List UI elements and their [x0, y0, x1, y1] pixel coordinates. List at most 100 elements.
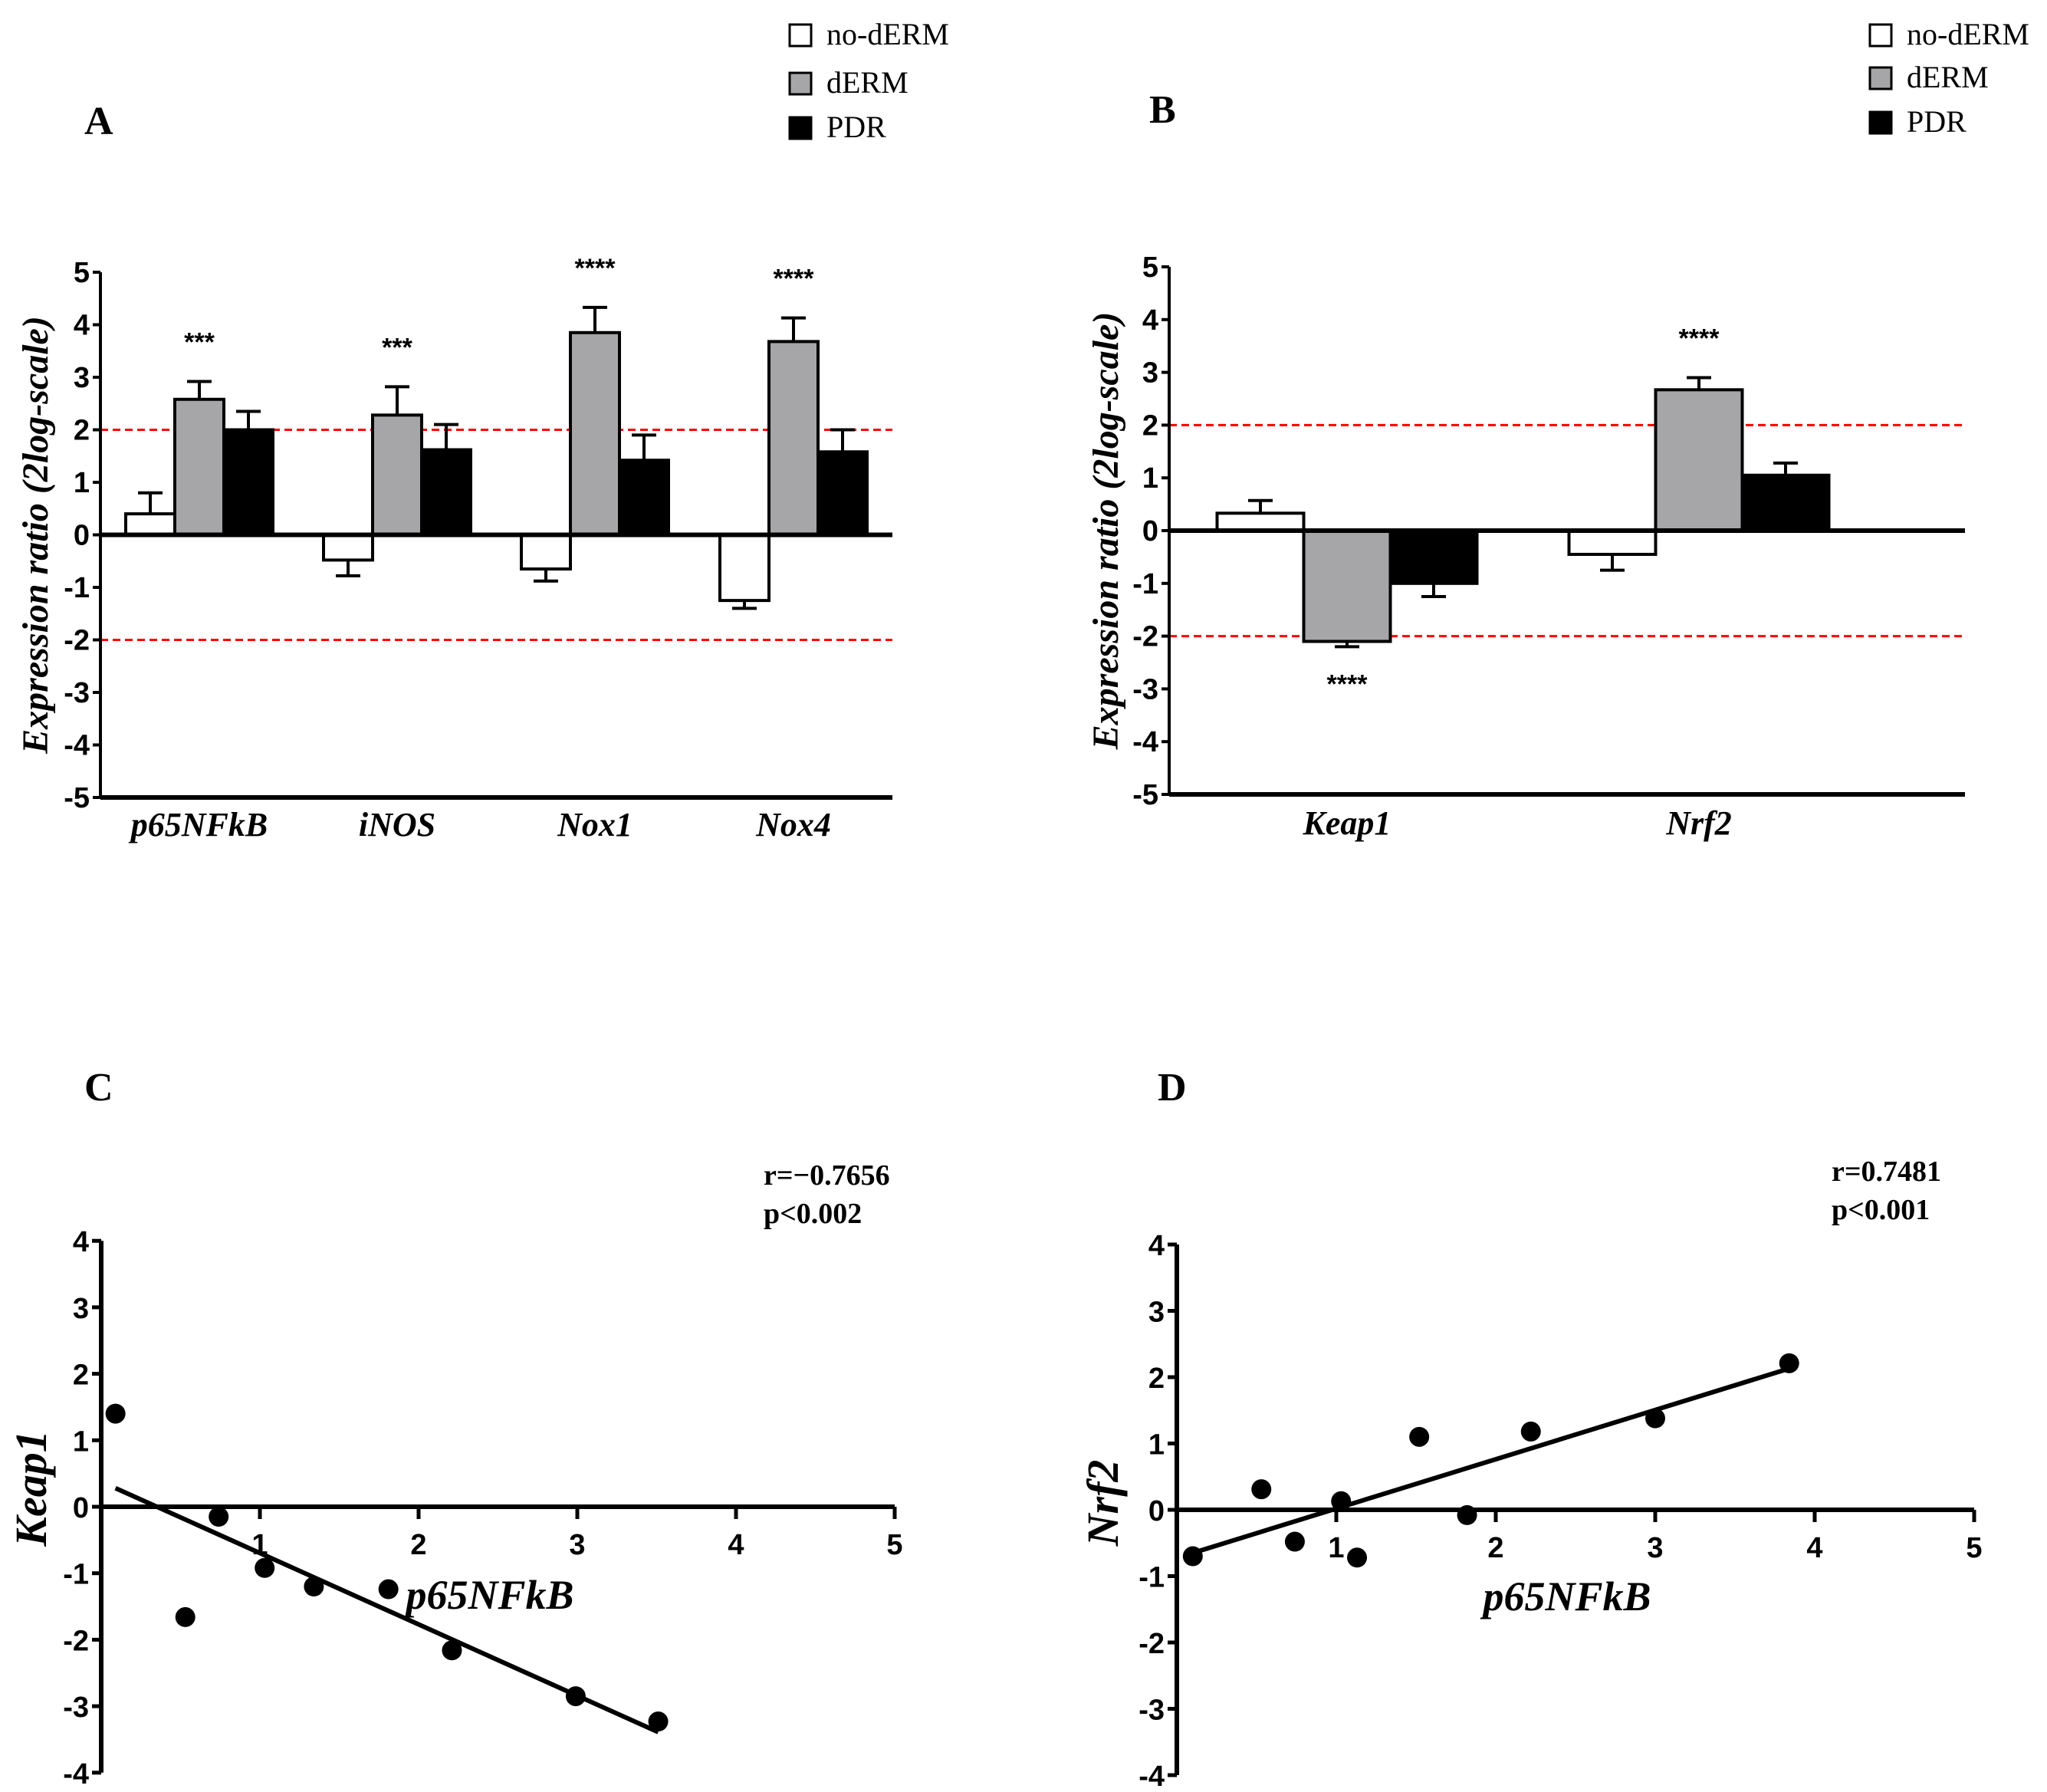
bar-derm-p65nfkb — [173, 397, 225, 537]
y-tick-label: -2 — [1132, 621, 1158, 653]
x-tick-label: 5 — [886, 1529, 902, 1561]
correlation-stat: p<0.002 — [764, 1198, 862, 1230]
x-axis-title: p65NFkB — [402, 1572, 573, 1618]
legend-swatch — [788, 23, 813, 48]
bar-pdr-nox1 — [618, 459, 670, 537]
y-axis-title: Expression ratio (2log-scale) — [15, 316, 56, 755]
bar-no-derm-inos — [322, 533, 374, 562]
legend-swatch — [788, 116, 813, 140]
y-tick-label: 5 — [74, 257, 90, 289]
data-point — [1284, 1531, 1305, 1552]
data-point — [105, 1403, 126, 1424]
data-point — [1457, 1504, 1477, 1525]
panel-letter: C — [84, 1066, 113, 1110]
panel-d-scatter-plot: Dr=0.7481 p<0.001 4 3 2 1 0 -1 -2 -3 -4 1 2 3 4 5 p65NFk… — [1078, 1066, 1983, 1792]
bar-no-derm-keap1 — [1215, 511, 1306, 533]
y-tick-label: 1 — [1148, 1429, 1165, 1462]
y-tick-label: 5 — [1142, 252, 1158, 284]
legend-label: dERM — [1907, 60, 1989, 94]
y-tick-label: -5 — [1132, 779, 1158, 811]
y-tick-label: -1 — [64, 572, 90, 604]
bar-no-derm-nrf2 — [1567, 529, 1658, 556]
significance-marker: **** — [774, 265, 815, 294]
y-tick-label: 1 — [73, 1425, 89, 1458]
y-tick-label: 2 — [1142, 409, 1158, 442]
x-tick-label: 4 — [1806, 1532, 1822, 1564]
data-point — [565, 1686, 586, 1707]
significance-marker: **** — [1679, 324, 1720, 353]
y-tick-label: 0 — [1142, 515, 1158, 547]
legend-swatch — [1868, 110, 1893, 135]
data-point — [1409, 1426, 1430, 1447]
y-axis-title: Expression ratio (2log-scale) — [1086, 312, 1126, 751]
x-tick-label: 3 — [1647, 1532, 1663, 1564]
bar-derm-nrf2 — [1654, 388, 1744, 532]
y-tick-label: 1 — [1142, 462, 1158, 495]
y-tick-label: -4 — [1138, 1761, 1165, 1792]
bar-pdr-p65nfkb — [222, 428, 274, 537]
category-label: iNOS — [359, 806, 435, 843]
panel-letter: A — [84, 100, 113, 143]
data-point — [1347, 1547, 1368, 1568]
significance-marker: *** — [184, 327, 215, 357]
y-tick-label: 4 — [73, 1226, 89, 1258]
y-tick-label: 0 — [73, 1492, 89, 1524]
data-point — [442, 1640, 462, 1661]
y-tick-label: -3 — [64, 677, 90, 709]
legend-label: no-dERM — [1907, 17, 2029, 51]
correlation-stat: r=−0.7656 — [764, 1159, 890, 1192]
significance-marker: **** — [1327, 669, 1368, 699]
x-tick-label: 2 — [1487, 1532, 1503, 1564]
data-point — [1251, 1479, 1272, 1500]
panel-letter: B — [1149, 88, 1176, 132]
category-label: Keap1 — [1303, 804, 1392, 842]
panel-letter: D — [1158, 1066, 1187, 1110]
significance-marker: **** — [575, 254, 616, 283]
legend-label: no-dERM — [826, 17, 949, 51]
y-tick-label: 3 — [74, 362, 90, 394]
y-tick-label: 2 — [1148, 1363, 1165, 1395]
bar-pdr-nox4 — [816, 450, 869, 537]
bar-pdr-inos — [420, 448, 472, 537]
data-point — [378, 1579, 399, 1600]
y-tick-label: 2 — [74, 415, 90, 447]
legend-label: dERM — [826, 65, 909, 100]
y-tick-label: -2 — [64, 625, 90, 657]
y-tick-label: -3 — [63, 1692, 89, 1724]
y-tick-label: 1 — [74, 467, 90, 499]
bar-no-derm-nox1 — [520, 533, 572, 571]
y-tick-label: -1 — [1138, 1562, 1165, 1594]
bar-derm-inos — [371, 413, 423, 537]
category-label: Nox4 — [755, 806, 831, 843]
y-tick-label: -1 — [1132, 568, 1158, 600]
bar-pdr-nrf2 — [1740, 473, 1831, 533]
data-point — [1779, 1353, 1799, 1373]
data-point — [1645, 1408, 1665, 1429]
y-tick-label: -1 — [63, 1559, 89, 1591]
y-tick-label: -3 — [1138, 1695, 1165, 1727]
legend-swatch — [1868, 66, 1893, 90]
x-tick-label: 5 — [1966, 1532, 1982, 1564]
data-point — [255, 1557, 275, 1578]
significance-marker: *** — [382, 333, 412, 362]
y-tick-label: 4 — [74, 310, 90, 342]
data-point — [209, 1507, 229, 1527]
legend-swatch — [1868, 23, 1893, 48]
correlation-stat: r=0.7481 — [1832, 1156, 1941, 1188]
data-point — [175, 1606, 196, 1627]
category-label: Nox1 — [557, 806, 632, 843]
y-tick-label: -4 — [1132, 726, 1158, 758]
x-tick-label: 2 — [410, 1529, 426, 1561]
bar-derm-nox4 — [767, 340, 820, 537]
bar-pdr-keap1 — [1388, 529, 1479, 585]
data-point — [1520, 1421, 1541, 1442]
data-point — [304, 1577, 324, 1597]
panel-b-bar-chart: Bno-dERM dERM PDR Keap1 Nrf2 **** **** 5 4 3 2 1 0 -1… — [1086, 17, 2029, 842]
correlation-stat: p<0.001 — [1832, 1194, 1930, 1226]
y-tick-label: -2 — [63, 1625, 89, 1657]
legend-swatch — [788, 71, 813, 96]
y-tick-label: 3 — [1142, 357, 1158, 390]
x-tick-label: 1 — [1328, 1532, 1344, 1564]
